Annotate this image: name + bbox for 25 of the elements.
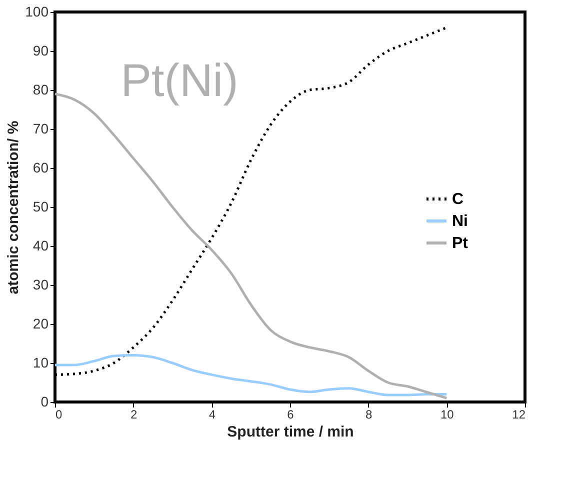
x-tick-label: 4 xyxy=(208,408,216,422)
y-tick-label: 100 xyxy=(25,4,49,20)
line-series xyxy=(54,354,448,396)
y-tick-label: 20 xyxy=(32,316,49,332)
x-tick-label: 12 xyxy=(512,408,526,422)
y-tick-label: 90 xyxy=(32,42,49,58)
annotation: Pt(Ni) xyxy=(120,54,238,106)
x-tick-label: 6 xyxy=(287,408,294,422)
legend-label: Ni xyxy=(452,213,468,230)
y-tick-label: 60 xyxy=(32,160,49,176)
x-tick-label: 8 xyxy=(365,408,372,422)
y-tick-label: 0 xyxy=(40,394,49,410)
y-tick-label: 30 xyxy=(32,276,49,292)
y-tick-label: 70 xyxy=(32,120,49,136)
y-tick-label: 50 xyxy=(32,198,49,214)
y-tick-label: 40 xyxy=(32,238,49,254)
x-tick-label: 10 xyxy=(440,408,454,422)
x-axis-title: Sputter time / min xyxy=(227,424,354,440)
y-tick-label: 10 xyxy=(32,354,49,370)
legend-label: Pt xyxy=(452,235,469,252)
y-tick-label: 80 xyxy=(32,82,49,98)
y-axis-title: atomic concentration/ % xyxy=(5,120,22,294)
x-tick-label: 0 xyxy=(56,408,62,422)
legend-label: C xyxy=(452,191,464,208)
x-tick-label: 2 xyxy=(130,408,138,422)
